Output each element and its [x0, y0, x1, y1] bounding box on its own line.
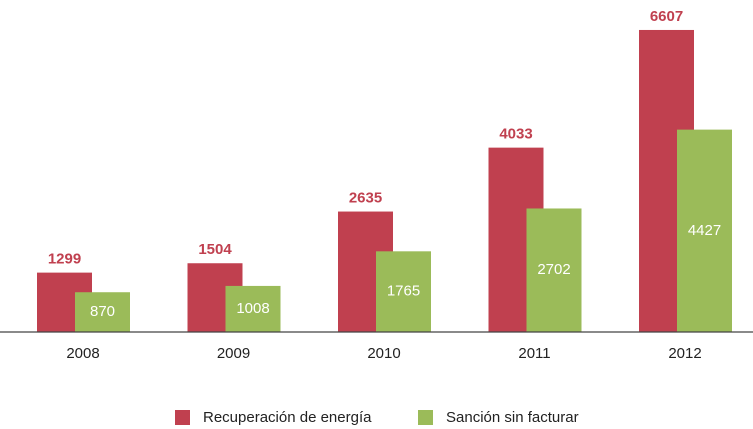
data-label: 4033	[499, 126, 532, 143]
x-tick-label: 2011	[518, 345, 550, 362]
data-label: 1765	[387, 283, 420, 300]
legend-swatch	[418, 410, 433, 425]
x-tick-label: 2008	[66, 345, 99, 362]
bar	[75, 292, 130, 332]
x-tick-label: 2010	[367, 345, 400, 362]
x-tick-label: 2009	[217, 345, 250, 362]
data-label: 1299	[48, 251, 81, 268]
data-label: 6607	[650, 8, 683, 25]
bar	[526, 208, 582, 332]
data-label: 2635	[349, 190, 382, 207]
data-label: 1008	[236, 300, 269, 317]
data-label: 4427	[688, 222, 721, 239]
data-label: 1504	[198, 241, 232, 258]
legend-label: Sanción sin facturar	[446, 409, 579, 426]
data-label: 870	[90, 303, 115, 320]
bar	[376, 251, 431, 332]
legend-swatch	[175, 410, 190, 425]
legend-label: Recuperación de energía	[203, 409, 372, 426]
x-tick-label: 2012	[668, 345, 701, 362]
data-label: 2702	[537, 261, 570, 278]
bar	[225, 285, 281, 332]
bar	[677, 129, 732, 332]
